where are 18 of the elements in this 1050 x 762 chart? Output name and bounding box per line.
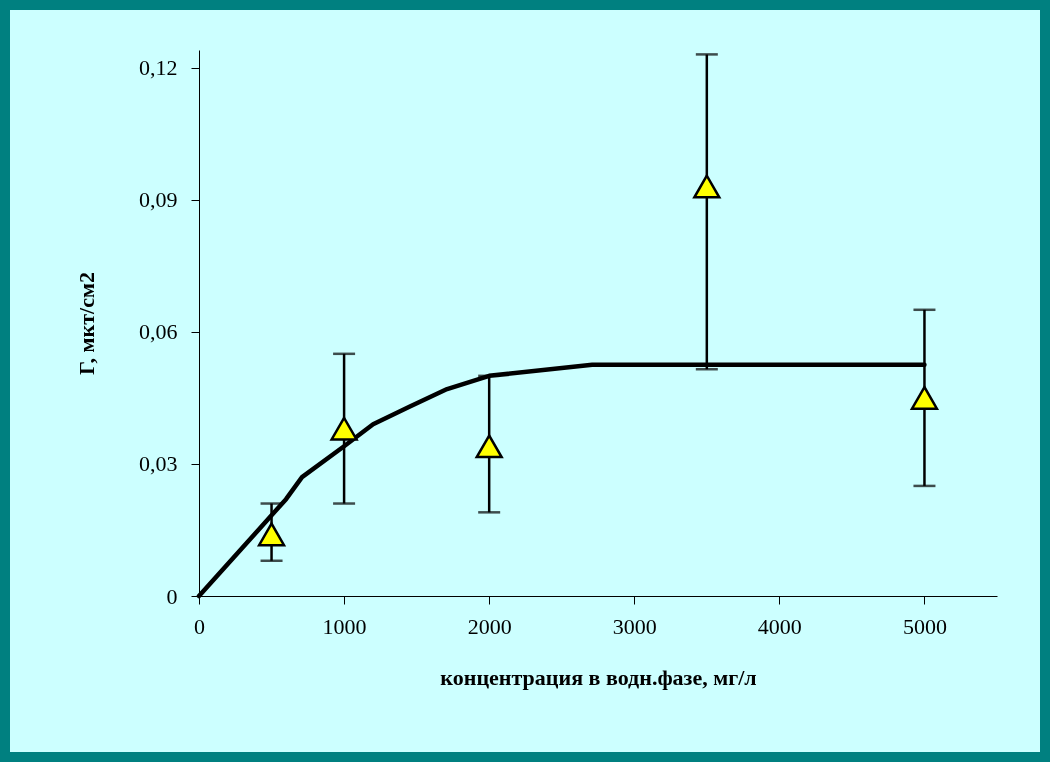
point xyxy=(475,434,503,459)
x-tick-label: 2000 xyxy=(467,613,512,639)
y-axis-title: Г, мкт/см2 xyxy=(74,272,99,375)
point xyxy=(330,416,358,441)
y-tick-label: 0,06 xyxy=(139,319,178,345)
x-tick-label: 3000 xyxy=(612,613,657,639)
x-axis-title: концентрация в водн.фазе, мг/л xyxy=(440,664,757,690)
x-tick-label: 1000 xyxy=(322,613,367,639)
point xyxy=(257,522,286,547)
y-tick-label: 0 xyxy=(166,583,178,609)
x-tick-label: 4000 xyxy=(757,613,802,639)
y-tick-label: 0,12 xyxy=(139,55,178,81)
x-tick-label: 0 xyxy=(194,613,205,639)
point xyxy=(910,385,939,410)
y-tick-label: 0,09 xyxy=(139,187,178,213)
point xyxy=(693,174,721,199)
y-tick-label: 0,03 xyxy=(139,451,178,477)
x-tick-label: 5000 xyxy=(902,613,947,639)
